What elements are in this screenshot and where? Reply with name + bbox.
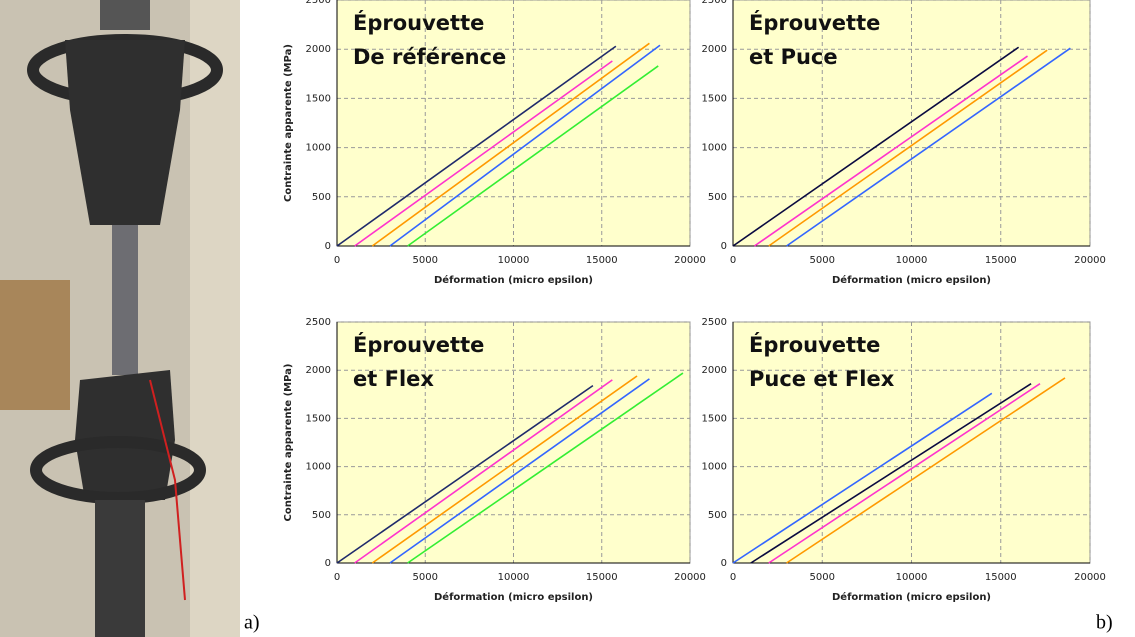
x-tick-label: 10000: [896, 255, 928, 266]
y-tick-label: 2000: [306, 44, 331, 55]
chart-title: Éprouvette: [353, 10, 484, 35]
x-tick-label: 15000: [985, 255, 1017, 266]
series-line: [732, 46, 1020, 247]
chart-title: Puce et Flex: [749, 367, 895, 391]
series-line: [768, 49, 1048, 247]
x-tick-label: 10000: [498, 255, 530, 266]
series-line: [389, 378, 650, 564]
y-tick-label: 0: [325, 558, 331, 569]
series-line: [750, 383, 1032, 564]
y-tick-label: 1000: [306, 143, 331, 154]
panel-label: b): [1096, 612, 1113, 634]
y-tick-label: 1000: [306, 462, 331, 473]
series-line: [371, 42, 650, 247]
series-line: [786, 377, 1066, 564]
x-tick-label: 15000: [985, 572, 1017, 583]
series-line: [407, 372, 684, 564]
y-tick-label: 2000: [702, 44, 727, 55]
y-tick-label: 500: [312, 510, 331, 521]
series-line: [336, 45, 617, 247]
chart-title: et Flex: [353, 367, 434, 391]
chart-title: et Puce: [749, 45, 838, 69]
y-tick-label: 2500: [702, 0, 727, 6]
y-tick-label: 2000: [702, 365, 727, 376]
y-tick-label: 1000: [702, 143, 727, 154]
y-tick-label: 2500: [306, 0, 331, 6]
series-line: [753, 55, 1028, 247]
x-tick-label: 10000: [896, 572, 928, 583]
x-tick-label: 5000: [810, 255, 835, 266]
y-tick-label: 500: [708, 192, 727, 203]
x-tick-label: 5000: [413, 572, 438, 583]
y-tick-label: 2000: [306, 365, 331, 376]
y-tick-label: 2500: [306, 317, 331, 328]
chart-title: Éprouvette: [353, 332, 484, 357]
x-tick-label: 20000: [674, 572, 706, 583]
x-axis-label: Déformation (micro epsilon): [832, 591, 991, 603]
y-axis-label: Contrainte apparente (MPa): [283, 44, 294, 202]
y-tick-label: 0: [325, 241, 331, 252]
y-tick-label: 0: [721, 241, 727, 252]
x-tick-label: 0: [730, 572, 736, 583]
series-line: [389, 44, 661, 247]
chart-title: De référence: [353, 45, 506, 69]
x-tick-label: 0: [334, 572, 340, 583]
series-line: [371, 375, 638, 564]
series-line: [768, 383, 1041, 564]
x-tick-label: 20000: [1074, 255, 1106, 266]
y-tick-label: 1000: [702, 462, 727, 473]
x-tick-label: 20000: [674, 255, 706, 266]
x-tick-label: 10000: [498, 572, 530, 583]
x-tick-label: 5000: [413, 255, 438, 266]
x-tick-label: 15000: [586, 572, 618, 583]
x-tick-label: 20000: [1074, 572, 1106, 583]
y-tick-label: 1500: [306, 413, 331, 424]
x-tick-label: 0: [334, 255, 340, 266]
chart-title: Éprouvette: [749, 10, 880, 35]
x-tick-label: 0: [730, 255, 736, 266]
series-line: [354, 379, 613, 564]
x-axis-label: Déformation (micro epsilon): [434, 274, 593, 286]
series-line: [354, 60, 613, 247]
x-tick-label: 5000: [810, 572, 835, 583]
y-tick-label: 1500: [702, 93, 727, 104]
x-axis-label: Déformation (micro epsilon): [434, 591, 593, 603]
y-tick-label: 1500: [306, 93, 331, 104]
y-tick-label: 500: [312, 192, 331, 203]
y-axis-label: Contrainte apparente (MPa): [283, 364, 294, 522]
series-line: [732, 392, 993, 564]
panel-label: a): [244, 612, 260, 634]
y-tick-label: 0: [721, 558, 727, 569]
x-tick-label: 15000: [586, 255, 618, 266]
chart-title: Éprouvette: [749, 332, 880, 357]
series-line: [407, 65, 659, 247]
y-tick-label: 1500: [702, 413, 727, 424]
series-line: [336, 384, 594, 564]
photo: [0, 0, 240, 637]
y-tick-label: 2500: [702, 317, 727, 328]
series-line: [786, 47, 1071, 247]
y-tick-label: 500: [708, 510, 727, 521]
x-axis-label: Déformation (micro epsilon): [832, 274, 991, 286]
